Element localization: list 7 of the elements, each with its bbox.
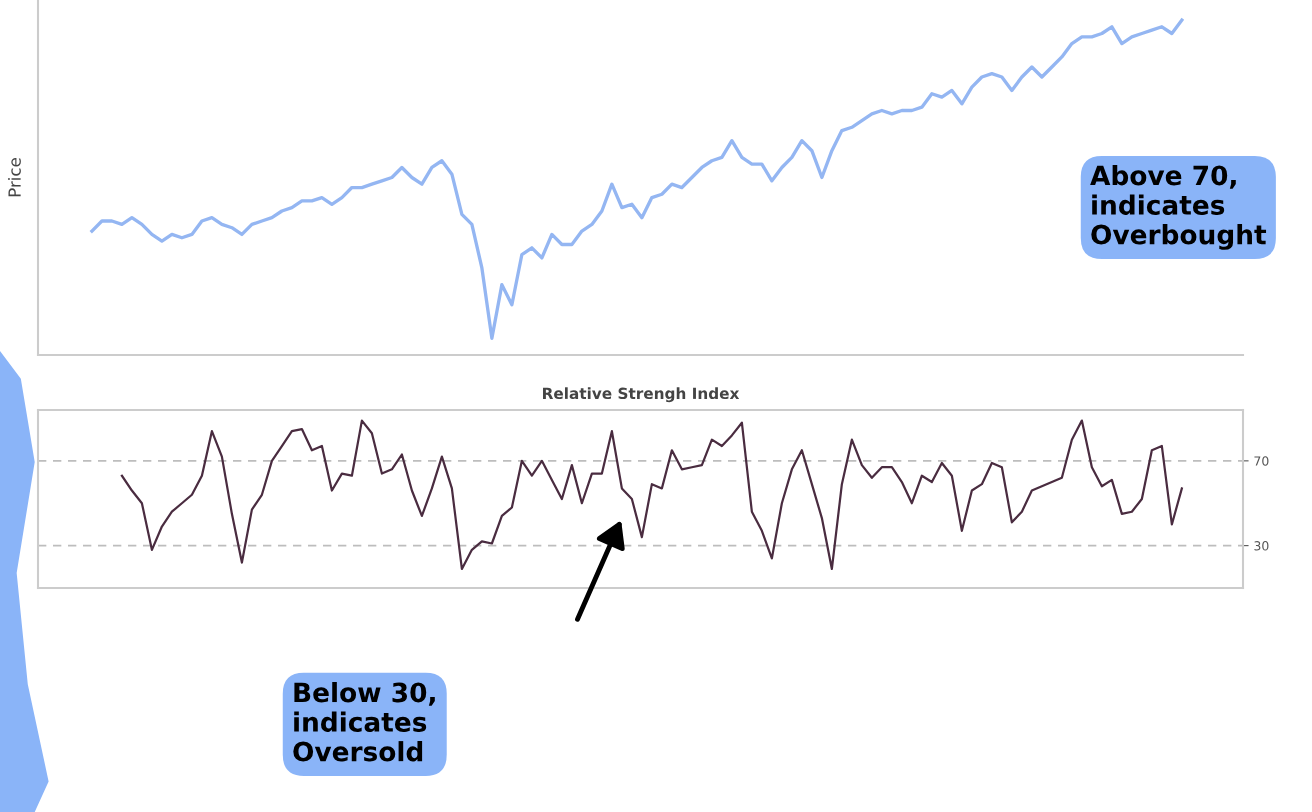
text: Below 30, indicates Oversold [293, 682, 435, 762]
annotation: Above 70, indicates Overbought [1090, 165, 1267, 250]
chart-title: Relative Strengh Index [543, 387, 740, 403]
y-axis-title: Price [7, 158, 21, 197]
line-series [120, 419, 1183, 571]
y-tick-label: 30 [1254, 541, 1269, 551]
y-tick-label: 70 [1254, 456, 1269, 466]
